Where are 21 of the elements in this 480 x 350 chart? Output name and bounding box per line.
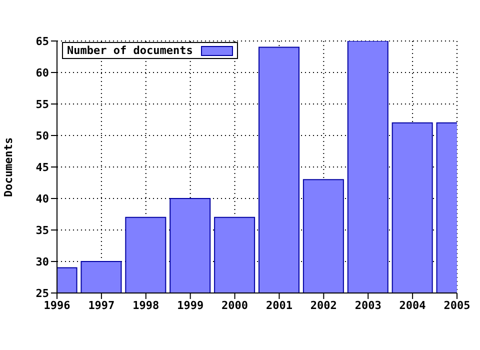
x-tick-label: 2003: [354, 298, 382, 312]
x-tick-label: 2002: [310, 298, 337, 312]
x-tick-label: 2005: [444, 298, 470, 312]
y-tick-label: 50: [36, 129, 49, 142]
x-tick-label: 1999: [177, 298, 204, 312]
y-axis-title: Documents: [2, 137, 15, 197]
legend-label: Number of documents: [67, 44, 193, 57]
y-tick-label: 25: [36, 286, 49, 300]
y-tick-label: 40: [36, 192, 49, 206]
x-tick-label: 1996: [44, 298, 71, 312]
x-tick-label: 2001: [266, 298, 293, 312]
x-tick-label: 1998: [132, 298, 160, 312]
y-tick-label: 35: [36, 224, 49, 237]
y-tick-label: 60: [36, 66, 49, 80]
y-tick-label: 65: [36, 34, 49, 48]
x-tick-label: 2004: [399, 298, 426, 312]
x-tick-label: 2000: [222, 298, 248, 312]
y-tick-label: 55: [36, 98, 49, 111]
y-tick-label: 45: [36, 160, 49, 174]
y-tick-label: 30: [36, 255, 49, 268]
x-tick-label: 1997: [88, 298, 115, 312]
